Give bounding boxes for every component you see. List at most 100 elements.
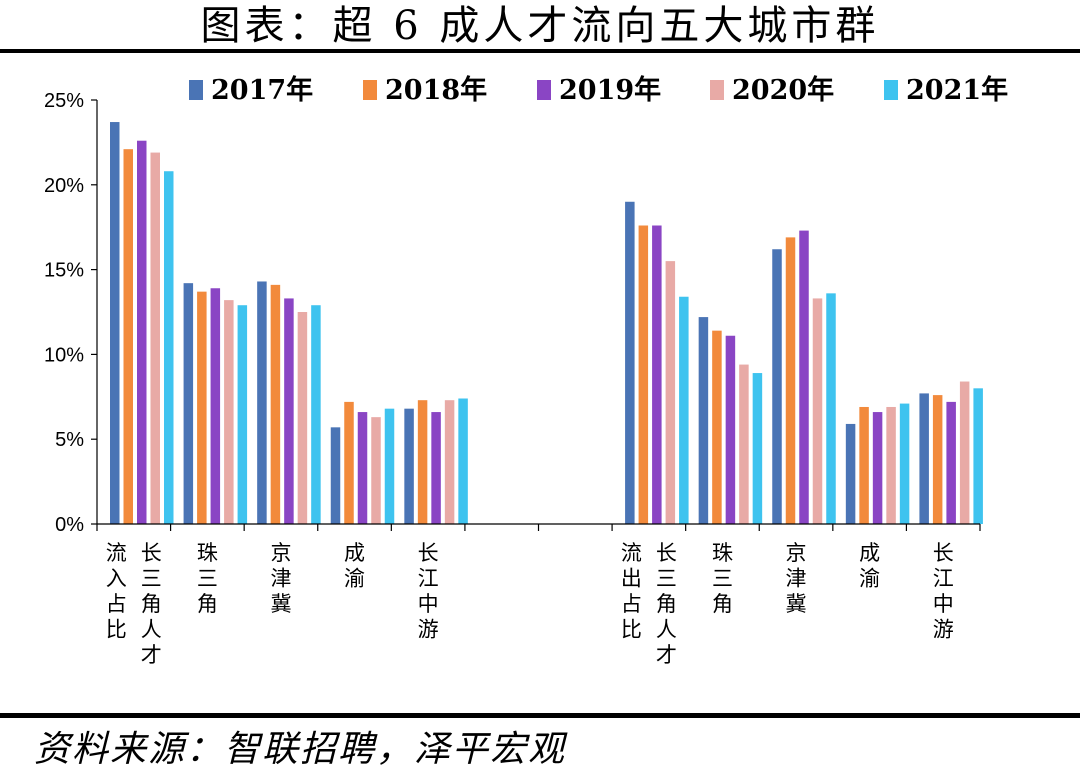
bar-2018-2 — [270, 284, 281, 524]
x-category-label: 流 — [621, 541, 642, 565]
x-category-label: 京 — [270, 541, 291, 565]
bar-2020-1 — [224, 300, 234, 524]
y-tick-label: 10% — [44, 344, 84, 366]
bar-2019-1 — [210, 288, 221, 524]
bar-2017-10 — [845, 423, 856, 524]
legend-swatch — [363, 80, 377, 100]
bar-2017-8 — [698, 317, 709, 524]
legend-label: 2020年 — [732, 74, 834, 106]
legend-label: 2018年 — [385, 74, 487, 106]
x-category-label: 角 — [197, 592, 218, 616]
x-category-label: 入 — [106, 567, 127, 591]
x-category-label: 渝 — [344, 567, 365, 591]
y-tick-label: 25% — [44, 90, 84, 112]
bar-2017-4 — [404, 408, 414, 524]
bar-2018-3 — [344, 401, 354, 524]
legend-label: 2019年 — [559, 74, 661, 106]
x-category-label: 津 — [270, 567, 291, 591]
bar-2021-10 — [899, 403, 910, 524]
x-category-label: 占 — [621, 592, 642, 616]
x-category-label: 比 — [621, 618, 642, 642]
x-category-label: 成 — [344, 541, 365, 565]
bar-2021-2 — [311, 305, 321, 524]
bar-2020-3 — [371, 417, 381, 524]
legend-swatch — [710, 80, 724, 100]
source-note: 资料来源：智联招聘，泽平宏观 — [34, 729, 567, 770]
x-category-label: 津 — [786, 567, 807, 591]
bar-2018-11 — [932, 395, 943, 524]
x-category-label: 长 — [418, 541, 439, 565]
bar-2017-2 — [257, 281, 267, 524]
x-category-label: 才 — [141, 643, 162, 667]
legend-swatch — [189, 80, 203, 100]
bar-2021-3 — [384, 408, 395, 524]
bar-2019-4 — [431, 412, 441, 524]
bar-2017-1 — [183, 283, 194, 524]
x-category-label: 江 — [418, 567, 439, 591]
x-category-label: 长 — [141, 541, 162, 565]
x-category-label: 珠 — [712, 541, 733, 565]
y-tick-label: 20% — [44, 175, 84, 197]
bar-2020-2 — [297, 312, 308, 524]
x-category-label: 三 — [712, 567, 733, 591]
bar-2021-4 — [458, 398, 468, 524]
x-category-label: 角 — [141, 592, 162, 616]
x-category-label: 占 — [106, 592, 127, 616]
x-category-label: 珠 — [197, 541, 218, 565]
bar-2021-7 — [679, 296, 689, 524]
x-category-label: 长 — [933, 541, 954, 565]
bar-2020-10 — [886, 406, 896, 524]
bar-2019-2 — [284, 298, 294, 524]
x-category-label: 角 — [656, 592, 677, 616]
bar-2019-10 — [872, 412, 883, 524]
x-category-label: 比 — [106, 618, 127, 642]
x-category-label: 人 — [141, 618, 162, 642]
bar-2017-7 — [625, 201, 635, 524]
bar-2017-3 — [330, 427, 341, 524]
bar-2020-7 — [665, 261, 676, 524]
x-category-label: 出 — [621, 567, 642, 591]
x-category-label: 三 — [141, 567, 162, 591]
bar-2020-0 — [150, 152, 160, 525]
x-category-label: 中 — [933, 592, 954, 616]
legend: 2017年 2018年 2019年 2020年 2021年 — [189, 74, 1008, 106]
bar-2021-8 — [752, 373, 763, 524]
y-axis: 0% 5% 10% 15% 20% 25% — [44, 90, 98, 536]
bar-2019-9 — [799, 230, 809, 525]
x-category-label: 冀 — [786, 592, 807, 616]
bar-2018-7 — [638, 225, 649, 524]
x-category-label: 渝 — [859, 567, 880, 591]
bar-2021-11 — [973, 388, 983, 524]
legend-swatch — [884, 80, 898, 100]
bars — [110, 122, 983, 525]
x-category-label: 人 — [656, 618, 677, 642]
x-category-label: 游 — [418, 618, 439, 642]
x-category-label: 江 — [933, 567, 954, 591]
bar-2021-0 — [164, 171, 174, 524]
x-category-label: 京 — [786, 541, 807, 565]
x-category-label: 中 — [418, 592, 439, 616]
bar-2020-11 — [959, 381, 970, 524]
y-tick-label: 0% — [55, 514, 84, 536]
bar-2018-0 — [123, 149, 133, 524]
bar-2017-11 — [919, 393, 929, 524]
x-category-label: 成 — [859, 541, 880, 565]
top-divider — [0, 49, 1080, 53]
x-category-label: 三 — [197, 567, 218, 591]
x-category-label: 角 — [712, 592, 733, 616]
y-tick-label: 15% — [44, 260, 84, 282]
bar-2018-1 — [197, 291, 207, 524]
bar-2018-8 — [712, 330, 722, 524]
bar-2020-4 — [444, 400, 455, 524]
bar-2017-0 — [110, 122, 120, 524]
legend-label: 2021年 — [906, 74, 1008, 106]
bar-2019-7 — [652, 225, 662, 524]
bar-chart: 2017年 2018年 2019年 2020年 2021年 0% 5% 10% 15% 20% 2… — [44, 74, 1008, 667]
bar-2021-1 — [237, 305, 248, 524]
bar-2020-9 — [812, 298, 823, 524]
bar-2019-0 — [137, 140, 147, 525]
legend-label: 2017年 — [211, 74, 313, 106]
x-category-label: 长 — [656, 541, 677, 565]
chart-title: 图表：超 6 成人才流向五大城市群 — [200, 3, 880, 49]
